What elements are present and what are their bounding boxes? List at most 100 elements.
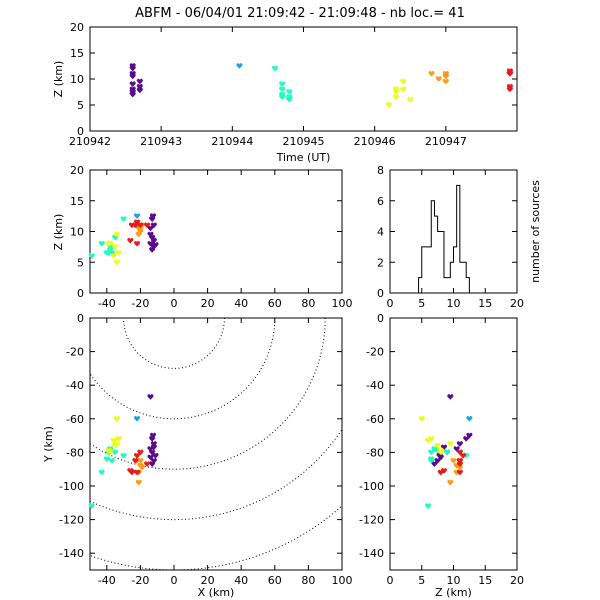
z-y-source-point [425,437,432,444]
z-y-source-point [456,469,463,476]
z-y-source-point [437,447,444,454]
x-z-source-point [133,213,141,220]
x-y-source-point [120,452,127,459]
z-y-source-point [453,446,460,452]
x-y-source-point [137,449,144,456]
z_y-ytick-label: -120 [359,514,384,527]
x_y-ytick-label: -120 [59,514,84,527]
z-y-source-point [428,456,435,463]
x_z-xtick-label: 80 [301,297,315,310]
z-y-source-point [425,503,432,510]
x-z-source-point [115,250,122,256]
x_y-ytick-label: -20 [66,346,84,359]
z_y-ytick-label: -60 [366,413,384,426]
time_z-ytick-label: 5 [77,99,84,112]
time-z-source-point [136,83,143,90]
x_y-xlabel: X (km) [198,586,235,599]
x-z-source-point [113,231,120,238]
x-z-source-point [113,259,120,266]
z-y-source-point [459,452,467,459]
chart-panels: 210942 210943 210944 210945 210946 210947 0 5 10… [42,21,542,599]
z-y-source-point [456,441,463,447]
time_z-xtick-label: 210946 [354,135,396,148]
x_y-ytick-label: -60 [66,413,84,426]
x_z-ylabel: Z (km) [52,214,65,251]
x_z-xtick-label: -40 [98,297,116,310]
x_z-ytick-label: 15 [70,195,84,208]
z-y-panel: 0 5 10 15 20 -140 -120 -100 -80 -60 -40 -20 0 Z (km) [359,312,524,599]
z-y-source-point [466,432,473,439]
x-z-source-point [144,222,151,229]
x-y-source-point [150,444,157,451]
x-z-source-point [112,244,119,250]
x-y-panel: -40 -20 0 20 40 60 80 100 -140 -120 -100 -80 -60 -40 -… [42,312,353,599]
time-z-source-point [236,63,243,69]
figure-title: ABFM - 06/04/01 21:09:42 - 21:09:48 - nb… [135,6,465,21]
x-y-source-point [150,457,157,464]
x-y-source-point [144,461,151,468]
time-z-source-point [385,102,392,108]
x_y-ytick-label: 0 [77,312,84,325]
z_y-xtick-label: 0 [387,574,394,587]
z_y-ytick-label: -40 [366,379,384,392]
x-y-source-point [112,449,119,456]
x_y-xtick-label: 0 [171,574,178,587]
x-y-source-point [133,415,141,422]
time_z-xtick-label: 210945 [283,135,325,148]
histogram-ytick-label: 0 [377,287,384,300]
time_z-xtick-label: 210947 [425,135,467,148]
x-z-source-point [147,231,154,238]
time-z-source-point [279,94,286,101]
z-y-source-point [434,442,441,449]
z_y-xtick-label: 20 [510,574,524,587]
x-y-source-point [88,503,95,510]
x-y-source-point [149,449,156,456]
time-z-source-point [279,86,286,93]
time-z-source-point [129,70,136,77]
time-z-source-point [129,73,136,80]
x-z-source-point [149,247,156,253]
time-z-source-point [442,70,449,77]
x-y-source-point [115,436,122,442]
z-y-source-point [456,457,463,464]
z-y-source-point [456,449,463,456]
x_y-xtick-label: 40 [234,574,248,587]
x-y-source-point [149,461,156,468]
time_z-xtick-label: 210942 [69,135,111,148]
x_y-ylabel: Y (km) [42,426,55,463]
x-y-source-point [147,394,154,400]
x-z-source-point [127,237,134,244]
time-z-source-point [506,70,513,77]
x_z-frame [89,169,343,294]
histogram-xtick-label: 15 [478,297,492,310]
x_y-xtick-label: 80 [301,574,315,587]
time-z-source-point [435,76,442,82]
x-z-panel: -40 -20 0 20 40 60 80 100 0 5 10 15 20 Z (km) [52,164,353,310]
time-z-source-point [271,65,279,72]
z-y-source-point [450,457,457,464]
x_y-ytick-label: -100 [59,480,84,493]
histogram-ytick-label: 2 [377,256,384,269]
histogram-xtick-label: 20 [510,297,524,310]
x_z-xtick-label: 20 [201,297,215,310]
x-z-source-point [103,250,110,256]
x_z-xtick-label: 60 [268,297,282,310]
time_z-xlabel: Time (UT) [276,151,331,164]
x_y-xtick-label: 20 [201,574,215,587]
z-y-source-point [418,415,425,422]
x-z-source-point [108,250,115,256]
histogram-xtick-label: 0 [387,297,394,310]
time-z-source-point [279,91,286,98]
x_z-xtick-label: 40 [234,297,248,310]
x-y-source-point [132,457,139,464]
x_y-ytick-label: -140 [59,547,84,560]
z_y-xtick-label: 5 [418,574,425,587]
range-ring [90,318,276,420]
time-z-source-point [286,96,293,103]
histogram-xtick-label: 10 [447,297,461,310]
histogram-panel: 0 5 10 15 20 0 2 4 6 8 number of sources [377,164,542,310]
x-y-source-point [135,479,142,486]
z-y-source-point [440,444,448,451]
x-y-source-point [108,457,115,464]
histogram-xtick-label: 5 [418,297,425,310]
